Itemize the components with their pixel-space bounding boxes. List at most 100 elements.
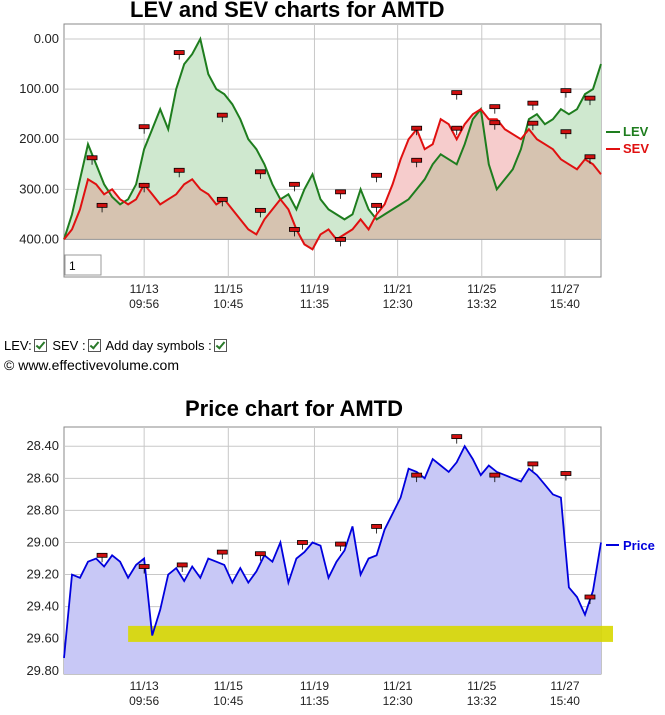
x-tick-time-label: 15:40 xyxy=(550,694,580,708)
day-marker xyxy=(527,120,539,126)
x-tick-date-label: 11/15 xyxy=(214,679,243,693)
lev-chart: 400.00300.00200.00100.000.0011/1309:5611… xyxy=(19,23,649,311)
x-tick-time-label: 09:56 xyxy=(129,694,159,708)
day-marker xyxy=(451,434,463,440)
y-tick-label: 29.80 xyxy=(26,663,59,678)
x-tick-date-label: 11/25 xyxy=(467,679,496,693)
day-symbols-checkbox-label: Add day symbols : xyxy=(105,338,212,353)
x-tick-time-label: 15:40 xyxy=(550,297,580,311)
day-marker xyxy=(138,564,150,569)
day-marker xyxy=(371,524,382,529)
day-marker xyxy=(489,120,501,126)
day-marker xyxy=(527,461,539,467)
x-tick-date-label: 11/15 xyxy=(214,282,243,296)
day-marker xyxy=(335,541,346,547)
x-tick-date-label: 11/19 xyxy=(300,282,329,296)
legend-label-price: Price xyxy=(623,538,655,553)
x-tick-time-label: 12:30 xyxy=(383,297,413,311)
x-tick-date-label: 11/25 xyxy=(467,282,496,296)
day-marker xyxy=(289,181,300,187)
day-marker xyxy=(254,207,266,213)
y-tick-label: 300.00 xyxy=(19,181,59,196)
day-marker xyxy=(560,129,572,135)
x-tick-time-label: 10:45 xyxy=(213,694,243,708)
day-marker xyxy=(96,202,108,208)
y-tick-label: 200.00 xyxy=(19,131,59,146)
y-tick-label: 29.20 xyxy=(26,567,59,582)
zoom-box-value: 1 xyxy=(69,259,76,273)
x-tick-date-label: 11/27 xyxy=(550,282,579,296)
day-marker xyxy=(560,88,572,94)
day-marker xyxy=(371,172,382,178)
x-tick-time-label: 09:56 xyxy=(129,297,159,311)
legend-label-sev: SEV xyxy=(623,141,649,156)
day-marker xyxy=(173,167,185,173)
x-tick-time-label: 13:32 xyxy=(467,694,497,708)
y-tick-label: 400.00 xyxy=(19,231,59,246)
day-marker xyxy=(86,155,98,161)
x-tick-time-label: 12:30 xyxy=(383,694,413,708)
day-marker xyxy=(96,552,108,558)
lev-checkbox[interactable] xyxy=(33,339,47,352)
lev-chart-title: LEV and SEV charts for AMTD xyxy=(130,0,445,22)
price-chart: 29.80 29.60 29.40 29.20 29.00 28.80 28.60 28.40… xyxy=(26,426,655,708)
day-marker xyxy=(254,169,266,175)
day-marker xyxy=(173,50,185,55)
day-marker xyxy=(138,124,150,130)
overlap-area xyxy=(64,109,601,250)
x-tick-date-label: 11/19 xyxy=(300,679,329,693)
x-tick-date-label: 11/21 xyxy=(383,679,412,693)
day-marker xyxy=(216,549,228,555)
price-area xyxy=(64,446,601,674)
day-marker xyxy=(560,471,572,476)
y-tick-label: 28.60 xyxy=(26,470,59,485)
day-marker xyxy=(411,157,423,163)
day-marker xyxy=(335,237,346,242)
chart-options: LEV: SEV : Add day symbols : xyxy=(4,338,229,353)
day-marker xyxy=(451,90,463,96)
day-marker xyxy=(489,472,501,478)
legend-label-lev: LEV xyxy=(623,124,649,139)
x-tick-time-label: 10:45 xyxy=(213,297,243,311)
sev-checkbox[interactable] xyxy=(87,339,101,352)
day-marker xyxy=(176,562,188,568)
day-marker xyxy=(451,125,463,131)
sev-series-line xyxy=(63,107,602,251)
day-symbols-checkbox[interactable] xyxy=(213,339,227,352)
x-tick-date-label: 11/27 xyxy=(550,679,579,693)
day-marker xyxy=(138,182,150,188)
day-marker xyxy=(584,95,596,101)
day-marker xyxy=(411,125,423,131)
lev-checkbox-label: LEV: xyxy=(4,338,32,353)
lev-zoom-box xyxy=(64,254,102,276)
day-marker xyxy=(584,594,596,600)
y-tick-label: 100.00 xyxy=(19,81,59,96)
y-tick-label: 29.00 xyxy=(26,534,59,549)
x-tick-time-label: 11:35 xyxy=(300,297,329,311)
copyright-link[interactable]: © www.effectivevolume.com xyxy=(4,357,180,373)
y-tick-label: 28.80 xyxy=(26,502,59,517)
day-marker xyxy=(489,104,501,110)
x-tick-time-label: 11:35 xyxy=(300,694,329,708)
day-marker xyxy=(297,540,308,545)
x-tick-time-label: 13:32 xyxy=(467,297,497,311)
day-marker xyxy=(527,100,539,106)
day-marker xyxy=(371,202,382,208)
day-marker xyxy=(584,154,596,160)
day-marker xyxy=(411,472,423,478)
y-tick-label: 28.40 xyxy=(26,438,59,453)
x-tick-date-label: 11/13 xyxy=(130,679,159,693)
y-tick-label: 0.00 xyxy=(34,31,59,46)
price-chart-title: Price chart for AMTD xyxy=(185,396,404,421)
day-marker xyxy=(216,196,228,202)
x-tick-date-label: 11/13 xyxy=(130,282,159,296)
day-marker xyxy=(254,551,266,557)
y-tick-label: 29.40 xyxy=(26,599,59,614)
support-band xyxy=(128,625,614,642)
day-marker xyxy=(216,112,228,118)
lev-series-line xyxy=(63,36,602,240)
price-series-line xyxy=(63,444,602,659)
x-tick-date-label: 11/21 xyxy=(383,282,412,296)
sev-checkbox-label: SEV : xyxy=(52,338,86,353)
